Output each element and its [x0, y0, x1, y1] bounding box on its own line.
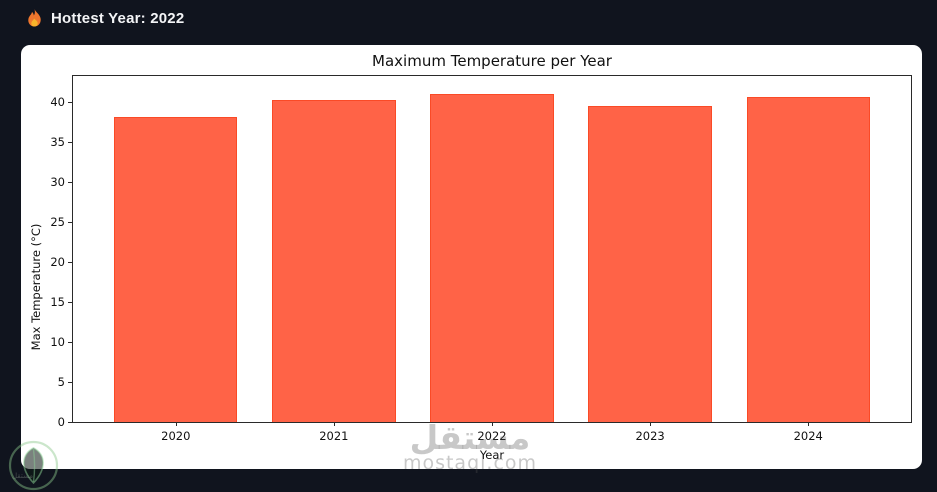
x-tick-label: 2021	[319, 429, 349, 443]
y-tick-label: 25	[50, 215, 65, 230]
bar-2023	[588, 106, 712, 422]
x-tick	[333, 422, 335, 426]
x-tick	[175, 422, 177, 426]
y-tick-label: 5	[57, 375, 65, 390]
y-tick	[68, 222, 72, 224]
y-tick	[68, 102, 72, 104]
chart-panel: Maximum Temperature per Year Max Tempera…	[21, 45, 922, 469]
x-tick	[492, 422, 493, 426]
chart-title: Maximum Temperature per Year	[372, 52, 612, 70]
x-tick-label: 2023	[635, 429, 665, 443]
y-tick	[68, 262, 72, 264]
y-tick-label: 35	[50, 135, 65, 150]
y-tick-label: 10	[50, 335, 65, 350]
flame-icon	[28, 9, 41, 27]
x-axis-label: Year	[479, 448, 505, 462]
y-tick	[68, 382, 72, 384]
x-tick	[808, 422, 810, 426]
y-tick-label: 20	[50, 255, 65, 270]
x-tick-label: 2024	[793, 429, 823, 443]
y-tick	[68, 422, 72, 423]
y-tick-label: 0	[57, 415, 65, 429]
y-tick	[68, 142, 72, 144]
header: Hottest Year: 2022	[27, 6, 184, 30]
y-tick-label: 40	[50, 95, 65, 110]
y-tick-label: 15	[50, 295, 65, 310]
page-title: Hottest Year: 2022	[51, 9, 185, 27]
x-tick-label: 2020	[161, 429, 191, 443]
x-tick	[650, 422, 652, 426]
y-tick	[68, 302, 72, 304]
bar-2021	[272, 99, 396, 422]
plot-area: Max Temperature (°C) 2020 2021 2022 2023 202…	[29, 75, 912, 443]
y-tick-label: 30	[50, 175, 65, 190]
bar-2024	[746, 96, 870, 422]
bar-2020	[114, 116, 238, 422]
y-tick	[68, 342, 72, 344]
x-tick-label: 2022	[477, 429, 507, 443]
logo-caption-text: مستقل	[12, 472, 33, 480]
bar-2022	[430, 94, 554, 422]
y-tick	[68, 182, 72, 184]
